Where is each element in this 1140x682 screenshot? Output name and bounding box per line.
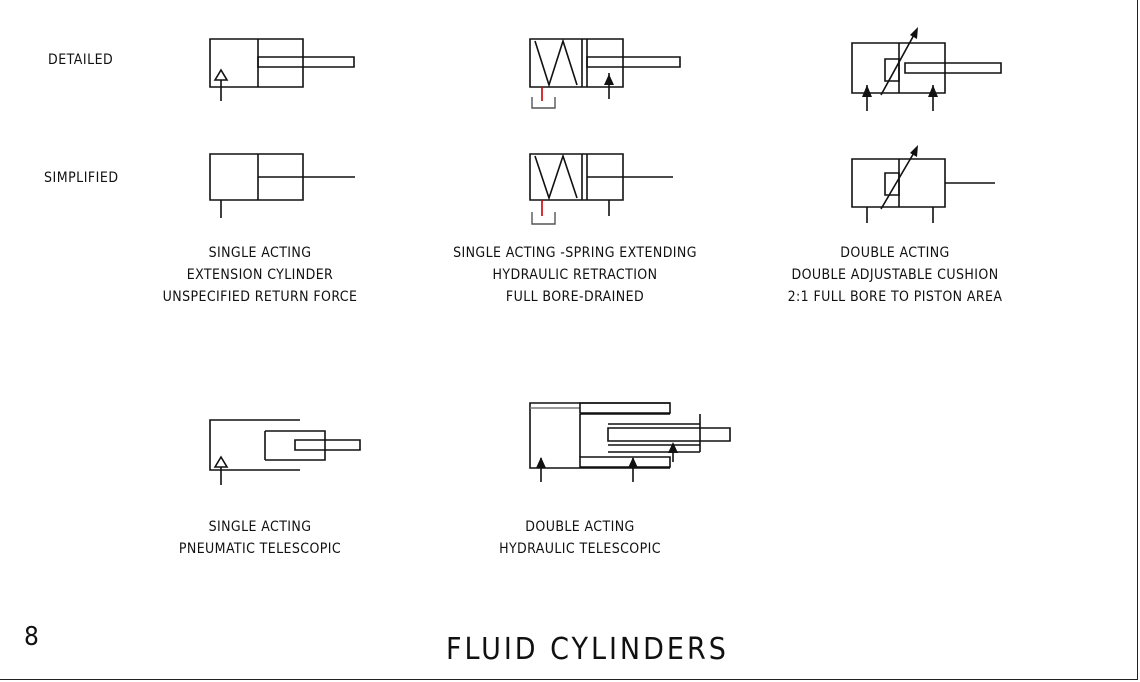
caption-pneumatic-telescopic: SINGLE ACTING PNEUMATIC TELESCOPIC: [150, 516, 370, 560]
caption-line: FULL BORE-DRAINED: [505, 289, 645, 305]
caption-line: DOUBLE ADJUSTABLE CUSHION: [791, 267, 999, 283]
caption-line: DOUBLE ACTING: [840, 245, 950, 261]
row-label-detailed: DETAILED: [48, 52, 114, 68]
caption-line: SINGLE ACTING: [208, 519, 312, 535]
hydraulic-telescopic-symbol: [525, 400, 740, 490]
double-acting-cushion-simplified-symbol: [845, 145, 1010, 228]
caption-single-acting-spring: SINGLE ACTING -SPRING EXTENDING HYDRAULI…: [420, 242, 730, 308]
spring-extending-detailed-symbol: [525, 35, 690, 115]
caption-line: 2:1 FULL BORE TO PISTON AREA: [787, 289, 1003, 305]
caption-hydraulic-telescopic: DOUBLE ACTING HYDRAULIC TELESCOPIC: [455, 516, 705, 560]
caption-line: DOUBLE ACTING: [525, 519, 635, 535]
caption-line: PNEUMATIC TELESCOPIC: [178, 541, 342, 557]
caption-line: UNSPECIFIED RETURN FORCE: [162, 289, 358, 305]
pneumatic-telescopic-symbol: [205, 415, 370, 490]
caption-line: HYDRAULIC RETRACTION: [492, 267, 658, 283]
sheet-number: 8: [24, 622, 39, 652]
caption-line: EXTENSION CYLINDER: [186, 267, 334, 283]
caption-line: HYDRAULIC TELESCOPIC: [499, 541, 661, 557]
caption-line: SINGLE ACTING: [208, 245, 312, 261]
row-label-simplified: SIMPLIFIED: [44, 170, 119, 186]
single-acting-extension-detailed-symbol: [205, 35, 365, 105]
spring-extending-simplified-symbol: [525, 152, 690, 232]
single-acting-extension-simplified-symbol: [205, 152, 365, 222]
sheet-title: FLUID CYLINDERS: [446, 632, 729, 667]
caption-line: SINGLE ACTING -SPRING EXTENDING: [453, 245, 697, 261]
caption-double-acting-cushion: DOUBLE ACTING DOUBLE ADJUSTABLE CUSHION …: [760, 242, 1030, 308]
caption-single-acting-extension: SINGLE ACTING EXTENSION CYLINDER UNSPECI…: [148, 242, 372, 308]
double-acting-cushion-detailed-symbol: [845, 27, 1010, 115]
